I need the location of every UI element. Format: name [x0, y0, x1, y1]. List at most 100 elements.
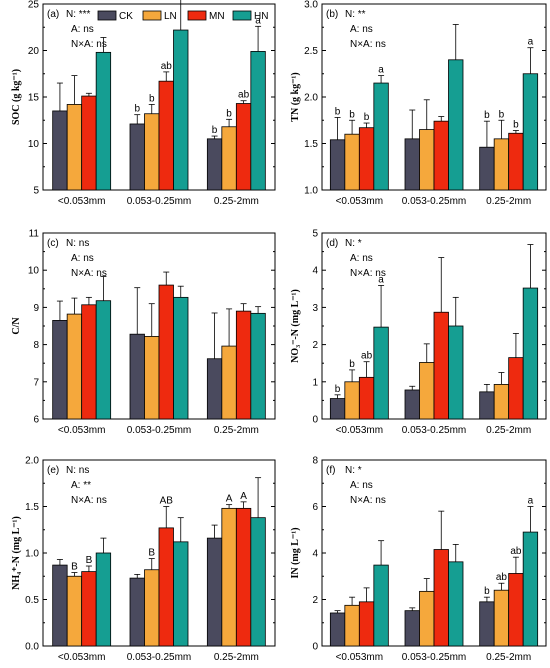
- x-tick-label: 0.25-2mm: [214, 196, 259, 207]
- significance-label: b: [134, 104, 140, 115]
- stats-line: N×A: ns: [350, 495, 386, 506]
- bar-mn: [508, 573, 524, 647]
- bar-mn: [508, 132, 524, 191]
- stats-line: N×A: ns: [350, 39, 386, 50]
- bar-mn: [235, 507, 252, 647]
- x-tick-label: <0.053mm: [58, 425, 106, 436]
- bar-hn: [522, 531, 539, 647]
- y-tick-label: 8: [33, 340, 39, 351]
- significance-label: b: [226, 108, 232, 119]
- bar-mn: [433, 120, 449, 191]
- bar-mn: [358, 127, 375, 191]
- bar-ln: [221, 507, 237, 647]
- bar-ck: [404, 138, 420, 191]
- stats-line: A: ns: [71, 253, 94, 264]
- bar-mn: [508, 357, 524, 420]
- legend: CK LN MN HN: [97, 10, 268, 22]
- stats-line: N: **: [345, 9, 366, 20]
- bar-ln: [493, 138, 510, 191]
- y-tick-label: 7: [33, 377, 39, 388]
- panel-label: (e): [47, 465, 59, 476]
- y-tick-label: 1.0: [25, 549, 39, 560]
- bar-ck: [129, 333, 145, 420]
- bar-mn: [235, 103, 252, 191]
- y-tick-label: 6: [312, 502, 318, 513]
- panel-label: (b): [326, 9, 338, 20]
- bar-hn: [373, 82, 389, 191]
- bar-ck: [206, 358, 223, 420]
- y-tick-label: 2: [312, 595, 318, 606]
- bar-hn: [95, 300, 112, 420]
- x-tick-label: 0.053-0.25mm: [402, 196, 466, 207]
- significance-label: b: [149, 93, 155, 104]
- significance-label: b: [335, 106, 341, 117]
- legend-label: LN: [164, 11, 177, 22]
- bar-ck: [52, 110, 68, 191]
- bar-ln: [144, 113, 160, 191]
- stats-line: A: ns: [71, 24, 94, 35]
- y-tick-label: 1.5: [25, 502, 39, 513]
- bar-hn: [448, 325, 464, 420]
- significance-label: a: [528, 496, 534, 507]
- stats-line: N: *: [345, 238, 362, 249]
- significance-label: a: [255, 15, 261, 26]
- bar-ln: [66, 104, 83, 191]
- bar-mn: [358, 376, 375, 420]
- bar-hn: [522, 287, 539, 420]
- stats-line: A: **: [71, 480, 91, 491]
- bar-ln: [221, 345, 237, 420]
- y-axis-label: SOC (g kg⁻¹): [11, 69, 22, 125]
- stats-line: N: ns: [66, 238, 89, 249]
- legend-swatch: [97, 10, 117, 21]
- x-tick-label: <0.053mm: [58, 196, 106, 207]
- bar-ln: [344, 604, 360, 647]
- y-tick-label: 1.5: [304, 139, 318, 150]
- bar-hn: [173, 296, 189, 420]
- y-tick-label: 20: [28, 46, 40, 57]
- significance-label: b: [349, 359, 355, 370]
- stats-line: N: *: [345, 465, 362, 476]
- y-tick-label: 8: [312, 456, 318, 467]
- x-tick-label: 0.053-0.25mm: [402, 425, 466, 436]
- y-tick-label: 10: [28, 139, 40, 150]
- bar-ck: [52, 320, 68, 420]
- bar-ln: [419, 129, 435, 191]
- bar-mn: [235, 310, 252, 420]
- legend-label: HN: [254, 11, 268, 22]
- y-tick-label: 3: [312, 303, 318, 314]
- significance-label: a: [528, 37, 534, 48]
- y-tick-label: 9: [33, 303, 39, 314]
- stats-line: A: ns: [350, 480, 373, 491]
- panel-label: (a): [47, 9, 59, 20]
- x-tick-label: 0.053-0.25mm: [127, 652, 191, 663]
- bar-mn: [158, 527, 174, 647]
- x-tick-label: 0.25-2mm: [214, 425, 259, 436]
- bar-hn: [250, 312, 266, 420]
- bar-ln: [66, 575, 83, 647]
- y-tick-label: 0.5: [25, 595, 39, 606]
- y-tick-label: 2.5: [304, 46, 318, 57]
- bar-hn: [250, 51, 266, 191]
- bar-mn: [81, 95, 97, 191]
- bar-ln: [419, 362, 435, 420]
- stats-line: N×A: ns: [71, 39, 107, 50]
- y-tick-label: 5: [312, 229, 318, 240]
- stats-line: A: ns: [350, 253, 373, 264]
- bar-ck: [206, 537, 223, 647]
- y-axis-label: NO₃⁻-N (mg L⁻¹): [290, 289, 301, 363]
- stats-line: A: ns: [350, 24, 373, 35]
- bar-ck: [479, 391, 495, 420]
- bar-ck: [479, 146, 495, 191]
- y-tick-label: 4: [312, 549, 318, 560]
- significance-label: B: [148, 548, 155, 559]
- bar-ln: [344, 381, 360, 420]
- bar-mn: [433, 549, 449, 647]
- stats-line: N×A: ns: [71, 268, 107, 279]
- y-axis-label: NH₄⁺-N (mg L⁻¹): [11, 516, 22, 590]
- x-tick-label: 0.25-2mm: [486, 652, 531, 663]
- significance-label: AB: [160, 496, 174, 507]
- bar-hn: [95, 51, 112, 191]
- y-tick-label: 1.0: [304, 186, 318, 197]
